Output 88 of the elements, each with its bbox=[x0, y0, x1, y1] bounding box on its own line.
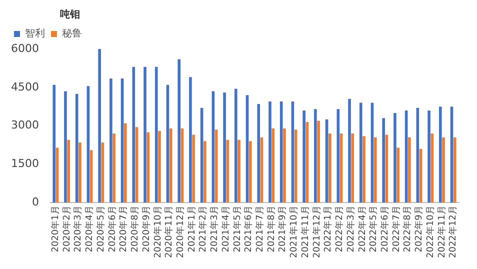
bar bbox=[362, 136, 366, 203]
x-tick-label: 2020年1月 bbox=[50, 206, 62, 252]
x-tick-label: 2021年6月 bbox=[243, 206, 254, 252]
bar bbox=[442, 137, 445, 203]
bar bbox=[438, 106, 442, 203]
bar bbox=[154, 66, 158, 203]
x-tick-label: 2020年4月 bbox=[84, 206, 96, 252]
x-tick-label: 2022年9月 bbox=[414, 206, 425, 252]
x-tick-label: 2020年10月 bbox=[152, 206, 164, 258]
bar bbox=[257, 104, 260, 203]
y-tick-label: 4500 bbox=[10, 80, 39, 94]
bar bbox=[110, 78, 112, 203]
x-tick-label: 2022年7月 bbox=[390, 206, 402, 252]
bar bbox=[314, 109, 317, 203]
x-tick-label: 2022年12月 bbox=[448, 206, 459, 258]
x-tick-label: 2021年10月 bbox=[288, 206, 300, 258]
bar bbox=[124, 123, 127, 203]
bar bbox=[268, 101, 272, 203]
bar bbox=[192, 134, 195, 203]
bar bbox=[132, 66, 136, 203]
x-tick-label: 2022年3月 bbox=[345, 206, 356, 252]
x-tick-label: 2020年6月 bbox=[106, 206, 118, 252]
bar bbox=[67, 140, 70, 203]
bar bbox=[428, 110, 430, 203]
bar bbox=[158, 130, 161, 203]
bar bbox=[348, 98, 351, 203]
bar bbox=[283, 128, 286, 203]
bar bbox=[317, 120, 320, 203]
x-tick-label: 2021年5月 bbox=[232, 206, 243, 252]
y-tick-label: 0 bbox=[32, 196, 39, 209]
x-tick-label: 2020年12月 bbox=[174, 206, 186, 258]
bar bbox=[234, 88, 238, 203]
x-tick-label: 2020年8月 bbox=[130, 206, 141, 252]
bar bbox=[144, 66, 146, 203]
x-tick-label: 2020年5月 bbox=[95, 206, 106, 252]
bar bbox=[453, 137, 456, 203]
x-tick-label: 2021年1月 bbox=[186, 206, 198, 252]
x-tick-label: 2021年7月 bbox=[254, 206, 266, 252]
x-tick-label: 2022年2月 bbox=[334, 206, 346, 252]
x-tick-label: 2021年9月 bbox=[277, 206, 288, 252]
bar bbox=[178, 59, 180, 203]
x-tick-label: 2021年11月 bbox=[300, 206, 311, 258]
bar bbox=[359, 102, 362, 203]
x-tick-label: 2022年6月 bbox=[379, 206, 390, 252]
bar bbox=[248, 141, 252, 203]
bar bbox=[146, 132, 150, 203]
x-tick-label: 2021年2月 bbox=[198, 206, 209, 252]
legend-label: 秘鲁 bbox=[62, 28, 82, 40]
legend-label: 智利 bbox=[25, 28, 45, 40]
bar bbox=[169, 128, 172, 203]
bar bbox=[238, 140, 240, 203]
y-axis-title: 吨钼 bbox=[60, 8, 80, 21]
bar bbox=[272, 128, 275, 203]
x-tick-label: 2021年4月 bbox=[220, 206, 232, 252]
x-tick-label: 2021年3月 bbox=[209, 206, 220, 252]
y-tick-label: 6000 bbox=[10, 42, 39, 55]
bar bbox=[382, 118, 385, 203]
x-tick-label: 2020年3月 bbox=[72, 206, 84, 252]
bar bbox=[189, 77, 192, 203]
bar bbox=[64, 91, 67, 203]
bar bbox=[351, 134, 354, 203]
bar bbox=[394, 113, 396, 203]
x-tick-label: 2022年5月 bbox=[368, 206, 380, 252]
x-tick-label: 2020年2月 bbox=[61, 206, 72, 252]
bar bbox=[223, 92, 226, 203]
bar bbox=[328, 134, 332, 203]
y-tick-label: 3000 bbox=[10, 118, 39, 132]
x-tick-label: 2020年11月 bbox=[164, 206, 175, 258]
bar bbox=[374, 137, 377, 203]
y-tick-label: 1500 bbox=[10, 157, 39, 170]
x-tick-label: 2022年8月 bbox=[402, 206, 414, 252]
bar bbox=[98, 49, 101, 203]
x-tick-label: 2020年9月 bbox=[140, 206, 152, 252]
bar bbox=[336, 109, 340, 203]
bar bbox=[78, 142, 82, 203]
bar bbox=[112, 134, 116, 203]
x-tick-label: 2020年7月 bbox=[118, 206, 130, 252]
x-tick-label: 2022年1月 bbox=[322, 206, 334, 252]
bar bbox=[52, 84, 56, 203]
x-tick-label: 2022年10月 bbox=[424, 206, 436, 258]
x-tick-label: 2021年12月 bbox=[311, 206, 322, 258]
bar bbox=[204, 141, 206, 203]
x-tick-label: 2021年8月 bbox=[266, 206, 277, 252]
bar bbox=[408, 137, 411, 203]
x-tick-label: 2022年11月 bbox=[436, 206, 448, 258]
x-tick-label: 2022年4月 bbox=[356, 206, 368, 252]
bar bbox=[302, 110, 306, 203]
bar bbox=[396, 148, 400, 203]
